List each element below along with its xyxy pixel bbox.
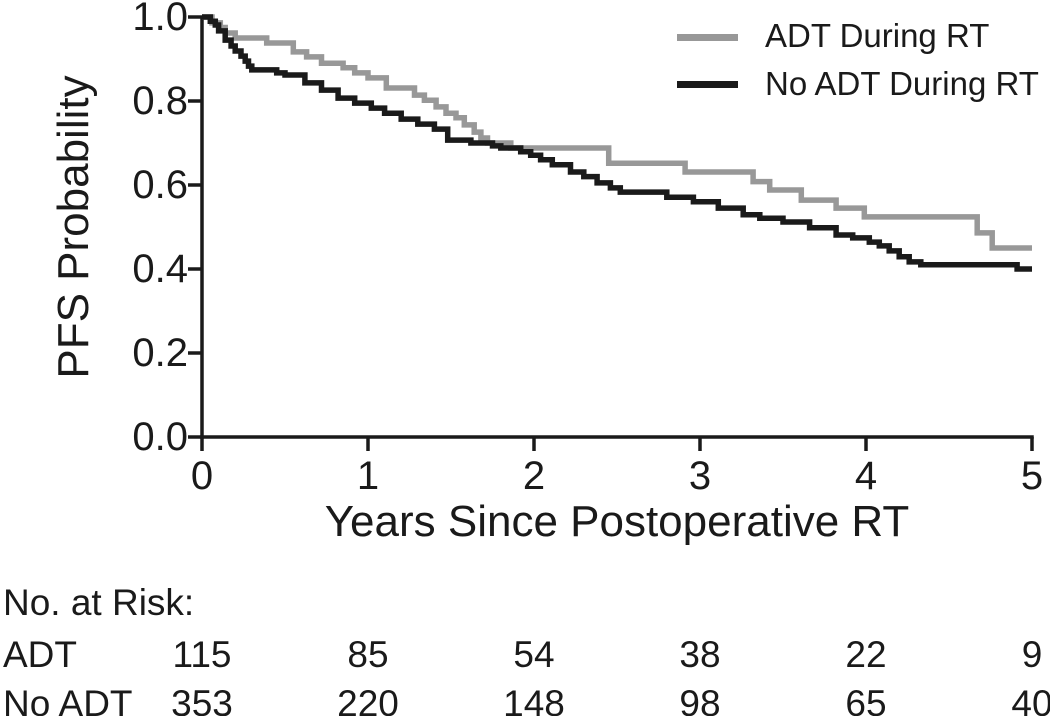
y-tick-label: 0.0 xyxy=(132,415,188,459)
adt-legend-swatch xyxy=(677,34,738,41)
no-adt-during-rt-curve xyxy=(202,14,1032,272)
risk-value: 220 xyxy=(337,683,399,716)
x-tick-label: 3 xyxy=(688,454,712,498)
adt-legend-label: ADT During RT xyxy=(765,17,990,54)
y-tick-label: 0.8 xyxy=(132,79,188,123)
no-adt-legend-label: No ADT During RT xyxy=(765,65,1039,102)
x-tick-label: 1 xyxy=(356,454,380,498)
risk-value: 98 xyxy=(679,683,721,716)
risk-row-label-no-adt: No ADT xyxy=(3,683,133,716)
risk-value: 353 xyxy=(171,683,233,716)
risk-value: 9 xyxy=(1021,634,1043,675)
x-tick-label: 5 xyxy=(1020,454,1044,498)
x-tick-label: 4 xyxy=(854,454,878,498)
no-adt-legend-swatch xyxy=(677,81,738,88)
x-tick-label: 2 xyxy=(522,454,546,498)
y-tick-label: 0.2 xyxy=(132,331,188,375)
x-axis-title: Years Since Postoperative RT xyxy=(324,497,910,546)
risk-value: 148 xyxy=(503,683,565,716)
risk-value: 85 xyxy=(347,634,389,675)
risk-value: 40 xyxy=(1011,683,1050,716)
risk-value: 38 xyxy=(679,634,721,675)
risk-row-label-adt: ADT xyxy=(3,634,77,675)
risk-value: 22 xyxy=(845,634,887,675)
adt-during-rt-curve xyxy=(202,14,1032,251)
risk-value: 115 xyxy=(172,634,232,675)
y-axis-title: PFS Probability xyxy=(49,75,98,379)
x-tick-label: 0 xyxy=(190,454,214,498)
risk-value: 54 xyxy=(513,634,555,675)
y-tick-label: 0.6 xyxy=(132,163,188,207)
y-tick-label: 0.4 xyxy=(132,247,188,291)
y-tick-label: 1.0 xyxy=(132,0,188,39)
risk-value: 65 xyxy=(845,683,887,716)
risk-table-title: No. at Risk: xyxy=(3,582,195,623)
